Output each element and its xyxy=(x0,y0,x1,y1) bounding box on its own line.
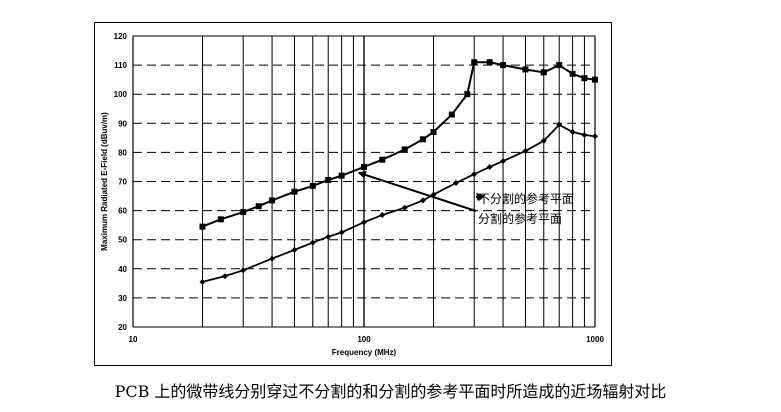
chart-frame xyxy=(94,22,612,366)
data-point-diamond xyxy=(221,273,228,280)
y-tick-label: 90 xyxy=(118,119,127,128)
data-point-diamond xyxy=(452,179,459,186)
data-point-diamond xyxy=(592,133,598,140)
data-point-square xyxy=(581,75,588,82)
data-point-square xyxy=(471,59,478,66)
annotation-arrow xyxy=(357,171,477,212)
data-point-square xyxy=(448,111,455,118)
y-tick-label: 80 xyxy=(118,148,127,157)
data-point-diamond xyxy=(361,219,367,226)
data-point-square xyxy=(361,163,367,170)
data-point-square xyxy=(522,66,529,73)
data-point-diamond xyxy=(486,163,493,170)
y-tick-label: 100 xyxy=(114,90,128,99)
y-tick-label: 120 xyxy=(114,32,128,41)
data-point-diamond xyxy=(325,233,332,240)
data-point-diamond xyxy=(500,158,507,165)
y-tick-label: 60 xyxy=(118,207,127,216)
data-point-diamond xyxy=(471,171,478,178)
data-point-square xyxy=(379,156,386,163)
y-tick-label: 50 xyxy=(118,236,127,245)
data-point-square xyxy=(401,146,408,153)
data-point-square xyxy=(486,59,493,66)
data-point-diamond xyxy=(199,278,206,285)
y-tick-label: 30 xyxy=(118,294,127,303)
annotation-label: 不分割的参考平面 xyxy=(478,191,574,206)
data-point-diamond xyxy=(522,147,529,154)
data-point-square xyxy=(419,136,426,143)
data-point-square xyxy=(569,70,576,77)
y-tick-label: 40 xyxy=(118,265,127,274)
data-point-square xyxy=(309,182,316,189)
annotation-label: 分割的参考平面 xyxy=(478,211,562,226)
y-axis-title: Maximum Radiated E-Field (dBuv/m) xyxy=(100,112,109,251)
data-point-square xyxy=(430,129,437,136)
data-point-diamond xyxy=(379,211,386,218)
data-point-diamond xyxy=(401,204,408,211)
data-point-diamond xyxy=(291,246,298,253)
data-point-diamond xyxy=(581,131,588,138)
data-point-diamond xyxy=(419,197,426,204)
data-point-diamond xyxy=(269,255,276,262)
data-point-diamond xyxy=(309,239,316,246)
x-tick-label: 1000 xyxy=(586,335,604,344)
x-tick-label: 10 xyxy=(129,335,138,344)
data-point-square xyxy=(199,223,206,230)
data-point-diamond xyxy=(240,267,247,274)
data-point-square xyxy=(338,172,345,179)
data-point-square xyxy=(255,203,262,210)
data-point-square xyxy=(325,177,332,184)
y-tick-label: 110 xyxy=(114,61,127,70)
data-point-diamond xyxy=(338,229,345,236)
y-tick-label: 20 xyxy=(118,323,127,332)
annotation-arrow xyxy=(475,192,485,201)
data-point-square xyxy=(592,76,598,83)
data-point-square xyxy=(500,62,507,69)
data-point-diamond xyxy=(540,137,547,144)
data-point-square xyxy=(269,197,276,204)
data-point-square xyxy=(540,69,547,76)
data-point-square xyxy=(464,91,471,98)
y-tick-label: 70 xyxy=(118,178,127,187)
data-point-diamond xyxy=(569,129,576,136)
x-axis-title: Frequency (MHz) xyxy=(332,348,397,357)
figure-caption: PCB 上的微带线分别穿过不分割的和分割的参考平面时所造成的近场辐射对比 xyxy=(114,382,667,401)
data-point-square xyxy=(556,62,563,69)
data-point-square xyxy=(240,209,247,216)
data-point-square xyxy=(217,216,224,223)
data-point-diamond xyxy=(556,121,563,128)
x-tick-label: 100 xyxy=(357,335,371,344)
data-point-square xyxy=(291,188,298,195)
